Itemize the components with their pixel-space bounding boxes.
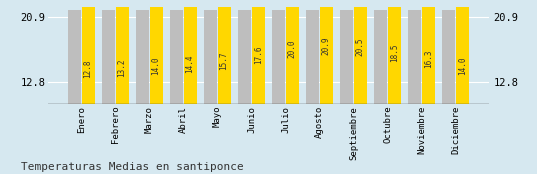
Text: 17.6: 17.6 [253, 46, 263, 64]
Bar [286, 0, 299, 104]
Text: 18.5: 18.5 [390, 44, 398, 62]
Text: 14.0: 14.0 [151, 56, 161, 74]
Bar [409, 10, 422, 104]
Bar [82, 2, 95, 104]
Text: 20.9: 20.9 [322, 37, 331, 55]
Bar [115, 0, 128, 104]
Text: 12.8: 12.8 [84, 59, 92, 78]
Bar [184, 0, 197, 104]
Text: 13.2: 13.2 [118, 58, 127, 77]
Bar [442, 10, 455, 104]
Text: 20.5: 20.5 [355, 38, 365, 56]
Bar [252, 0, 265, 104]
Text: 15.7: 15.7 [220, 51, 229, 70]
Text: 14.0: 14.0 [458, 56, 467, 74]
Bar [272, 10, 285, 104]
Bar [374, 10, 387, 104]
Text: Temperaturas Medias en santiponce: Temperaturas Medias en santiponce [21, 162, 244, 172]
Bar [68, 10, 81, 104]
Text: 16.3: 16.3 [424, 50, 433, 68]
Text: 20.0: 20.0 [288, 39, 296, 58]
Bar [136, 10, 149, 104]
Bar [103, 10, 115, 104]
Bar [422, 0, 434, 104]
Bar [217, 0, 230, 104]
Bar [354, 0, 367, 104]
Bar [150, 0, 163, 104]
Bar [307, 10, 320, 104]
Bar [238, 10, 251, 104]
Bar [320, 0, 332, 104]
Bar [340, 10, 353, 104]
Bar [205, 10, 217, 104]
Bar [388, 0, 401, 104]
Bar [456, 0, 469, 104]
Bar [170, 10, 183, 104]
Text: 14.4: 14.4 [186, 55, 194, 73]
